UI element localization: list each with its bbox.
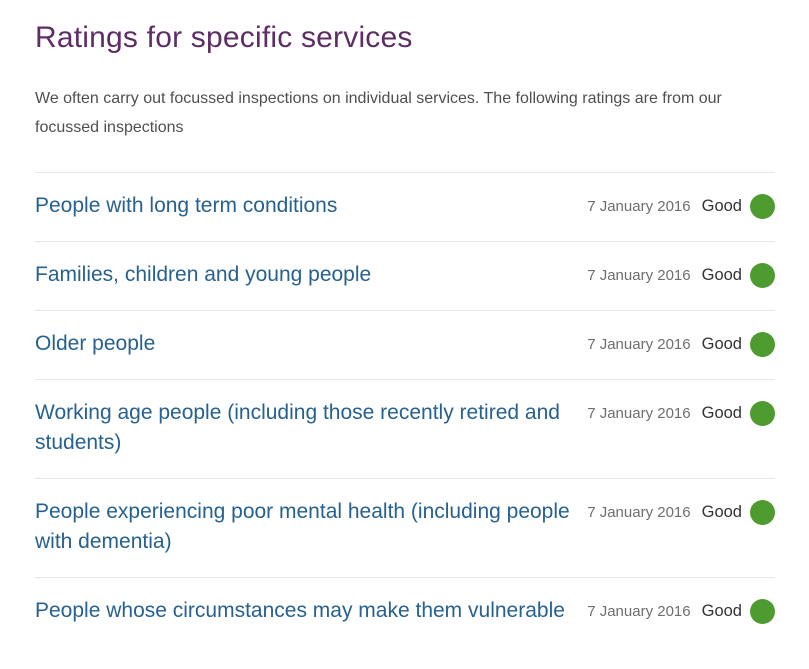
ratings-page: Ratings for specific services We often c… [35,21,775,646]
rating-row: Working age people (including those rece… [35,379,775,478]
rating-good-circle-icon [750,193,775,219]
rating-good-circle-icon [750,400,775,426]
rating-label: Good [701,502,742,521]
service-link[interactable]: People with long term conditions [35,194,338,217]
service-link[interactable]: People whose circumstances may make them… [35,599,565,622]
rating-meta: 7 January 2016 Good [587,497,775,527]
intro-text: We often carry out focussed inspections … [35,90,722,136]
service-link[interactable]: Working age people (including those rece… [35,401,560,454]
rating-row: Families, children and young people 7 Ja… [35,241,775,310]
rating-meta: 7 January 2016 Good [587,596,775,626]
ratings-list: People with long term conditions 7 Janua… [35,172,775,646]
service-link[interactable]: Older people [35,332,156,355]
inspection-date: 7 January 2016 [587,335,691,353]
rating-meta: 7 January 2016 Good [587,398,775,428]
inspection-date: 7 January 2016 [587,602,691,620]
inspection-date: 7 January 2016 [587,503,691,521]
rating-label: Good [701,265,742,284]
rating-row: Older people 7 January 2016 Good [35,310,775,379]
rating-good-circle-icon [750,262,775,288]
rating-meta: 7 January 2016 Good [587,260,775,290]
service-link[interactable]: People experiencing poor mental health (… [35,500,570,553]
rating-good-circle-icon [750,331,775,357]
rating-label: Good [701,403,742,422]
page-title: Ratings for specific services [35,21,413,54]
rating-label: Good [701,196,742,215]
rating-label: Good [701,601,742,620]
inspection-date: 7 January 2016 [587,404,691,422]
rating-good-circle-icon [750,499,775,525]
rating-meta: 7 January 2016 Good [587,191,775,221]
rating-row: People whose circumstances may make them… [35,577,775,646]
rating-row: People experiencing poor mental health (… [35,478,775,577]
rating-row: People with long term conditions 7 Janua… [35,172,775,241]
inspection-date: 7 January 2016 [587,197,691,215]
rating-good-circle-icon [750,598,775,624]
rating-label: Good [701,334,742,353]
service-link[interactable]: Families, children and young people [35,263,372,286]
inspection-date: 7 January 2016 [587,266,691,284]
rating-meta: 7 January 2016 Good [587,329,775,359]
